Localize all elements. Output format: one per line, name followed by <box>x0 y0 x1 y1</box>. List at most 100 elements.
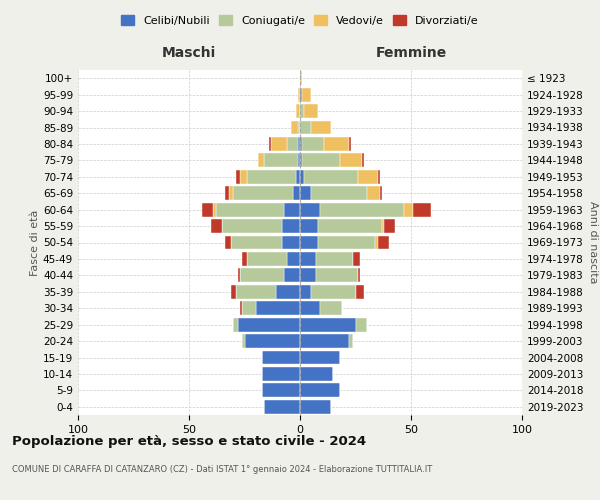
Bar <box>202 202 214 216</box>
Bar <box>238 318 300 332</box>
Bar <box>214 202 215 216</box>
Bar <box>240 170 247 184</box>
Bar <box>231 285 236 299</box>
Bar <box>242 252 247 266</box>
Bar <box>262 367 300 381</box>
Bar <box>353 252 360 266</box>
Bar <box>300 236 318 250</box>
Bar <box>300 334 349 348</box>
Bar <box>304 104 318 118</box>
Bar <box>211 219 223 233</box>
Legend: Celibi/Nubili, Coniugati/e, Vedovi/e, Divorziati/e: Celibi/Nubili, Coniugati/e, Vedovi/e, Di… <box>117 10 483 30</box>
Bar <box>358 170 378 184</box>
Bar <box>282 219 300 233</box>
Bar <box>358 268 360 282</box>
Bar <box>318 219 382 233</box>
Bar <box>300 285 311 299</box>
Text: Femmine: Femmine <box>376 46 446 60</box>
Bar <box>362 154 364 168</box>
Bar <box>287 137 298 151</box>
Bar <box>349 137 351 151</box>
Bar <box>300 301 320 315</box>
Bar <box>242 334 245 348</box>
Bar <box>320 202 404 216</box>
Bar <box>300 252 316 266</box>
Bar <box>300 384 340 398</box>
Bar <box>378 170 380 184</box>
Bar <box>262 384 300 398</box>
Bar <box>349 334 353 348</box>
Bar <box>300 170 304 184</box>
Bar <box>300 350 340 364</box>
Bar <box>247 170 296 184</box>
Bar <box>240 268 284 282</box>
Bar <box>340 154 362 168</box>
Bar <box>302 154 340 168</box>
Bar <box>413 202 431 216</box>
Bar <box>265 400 300 414</box>
Bar <box>316 268 358 282</box>
Bar <box>262 350 300 364</box>
Y-axis label: Fasce di età: Fasce di età <box>30 210 40 276</box>
Bar <box>376 236 378 250</box>
Bar <box>300 202 320 216</box>
Bar <box>311 120 331 134</box>
Bar <box>316 252 353 266</box>
Bar <box>300 400 331 414</box>
Bar <box>311 186 367 200</box>
Bar <box>302 88 311 102</box>
Bar <box>240 301 242 315</box>
Bar <box>385 219 395 233</box>
Bar <box>236 285 275 299</box>
Bar <box>247 252 287 266</box>
Bar <box>356 285 364 299</box>
Bar <box>271 137 287 151</box>
Bar <box>300 71 302 85</box>
Bar <box>304 170 358 184</box>
Bar <box>296 104 300 118</box>
Bar <box>224 186 229 200</box>
Bar <box>320 301 342 315</box>
Bar <box>245 334 300 348</box>
Bar <box>300 88 302 102</box>
Bar <box>224 236 231 250</box>
Bar <box>298 88 300 102</box>
Bar <box>215 202 284 216</box>
Bar <box>284 202 300 216</box>
Text: COMUNE DI CARAFFA DI CATANZARO (CZ) - Dati ISTAT 1° gennaio 2024 - Elaborazione : COMUNE DI CARAFFA DI CATANZARO (CZ) - Da… <box>12 465 432 474</box>
Bar <box>275 285 300 299</box>
Bar <box>231 236 282 250</box>
Bar <box>382 219 385 233</box>
Bar <box>256 301 300 315</box>
Text: Maschi: Maschi <box>162 46 216 60</box>
Bar <box>265 154 298 168</box>
Bar <box>229 186 233 200</box>
Bar <box>367 186 380 200</box>
Bar <box>291 120 298 134</box>
Bar <box>296 170 300 184</box>
Bar <box>298 137 300 151</box>
Bar <box>300 154 302 168</box>
Bar <box>233 318 238 332</box>
Bar <box>242 301 256 315</box>
Bar <box>293 186 300 200</box>
Bar <box>311 285 356 299</box>
Bar <box>300 268 316 282</box>
Bar <box>269 137 271 151</box>
Bar <box>302 137 325 151</box>
Bar <box>300 318 356 332</box>
Bar <box>378 236 389 250</box>
Bar <box>298 120 300 134</box>
Y-axis label: Anni di nascita: Anni di nascita <box>587 201 598 283</box>
Bar <box>300 137 302 151</box>
Bar <box>404 202 413 216</box>
Bar <box>356 318 367 332</box>
Bar <box>258 154 265 168</box>
Bar <box>300 120 311 134</box>
Bar <box>236 170 240 184</box>
Text: Popolazione per età, sesso e stato civile - 2024: Popolazione per età, sesso e stato civil… <box>12 435 366 448</box>
Bar <box>380 186 382 200</box>
Bar <box>284 268 300 282</box>
Bar <box>300 186 311 200</box>
Bar <box>318 236 376 250</box>
